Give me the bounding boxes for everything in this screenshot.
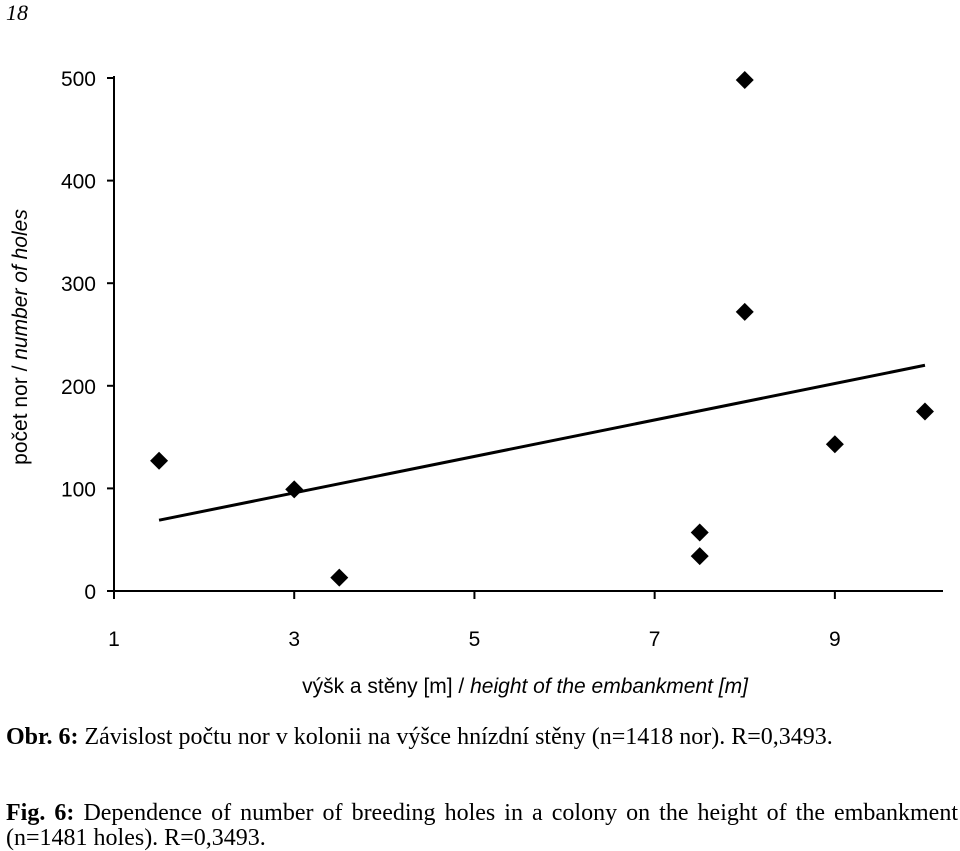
y-tick-label: 0 bbox=[84, 581, 96, 604]
x-tick-label: 9 bbox=[829, 628, 841, 651]
data-points bbox=[150, 71, 934, 587]
x-tick-label: 1 bbox=[108, 628, 120, 651]
x-tick-label: 5 bbox=[469, 628, 481, 651]
data-point bbox=[735, 302, 754, 321]
figure-caption-en: Fig. 6: Dependence of number of breeding… bbox=[6, 801, 958, 851]
x-axis-ticks: 1 3 5 7 9 bbox=[108, 591, 841, 651]
caption-cz-label: Obr. 6: bbox=[6, 724, 79, 750]
y-tick-label: 100 bbox=[61, 478, 96, 501]
y-tick-label: 200 bbox=[61, 376, 96, 399]
chart-axes bbox=[113, 76, 943, 592]
data-point bbox=[825, 435, 844, 454]
x-tick-label: 7 bbox=[649, 628, 661, 651]
data-point bbox=[330, 568, 349, 587]
trendline-layer bbox=[158, 363, 926, 522]
y-tick-label: 300 bbox=[61, 273, 96, 296]
data-point bbox=[690, 547, 709, 566]
y-axis-ticks: 0 100 200 300 400 500 bbox=[61, 68, 114, 604]
data-point bbox=[150, 451, 169, 470]
y-tick-label: 500 bbox=[61, 68, 96, 91]
data-point bbox=[735, 71, 754, 90]
x-axis-title-en: height of the embankment [m] bbox=[470, 675, 749, 698]
x-axis-title: výšk a stěny [m] / height of the embankm… bbox=[302, 675, 749, 698]
y-axis-title-en: number of holes bbox=[9, 209, 32, 360]
trendline bbox=[158, 363, 926, 522]
y-tick-label: 400 bbox=[61, 171, 96, 194]
caption-cz-text: Závislost počtu nor v kolonii na výšce h… bbox=[78, 724, 833, 750]
data-point bbox=[285, 480, 304, 499]
data-point bbox=[690, 523, 709, 542]
page-number: 18 bbox=[6, 0, 28, 25]
data-point bbox=[915, 402, 934, 421]
x-tick-label: 3 bbox=[288, 628, 300, 651]
y-axis-title: počet nor / number of holes bbox=[9, 209, 32, 465]
caption-en-text: Dependence of number of breeding holes i… bbox=[6, 800, 958, 851]
x-axis-title-cz: výšk a stěny [m] / bbox=[302, 675, 470, 698]
scatter-chart: 0 100 200 300 400 500 1 3 5 7 9 počet nor / numbe… bbox=[9, 68, 943, 698]
figure-caption-cz: Obr. 6: Závislost počtu nor v kolonii na… bbox=[6, 725, 958, 750]
y-axis-title-cz: počet nor / bbox=[9, 360, 32, 465]
caption-en-label: Fig. 6: bbox=[6, 800, 75, 826]
